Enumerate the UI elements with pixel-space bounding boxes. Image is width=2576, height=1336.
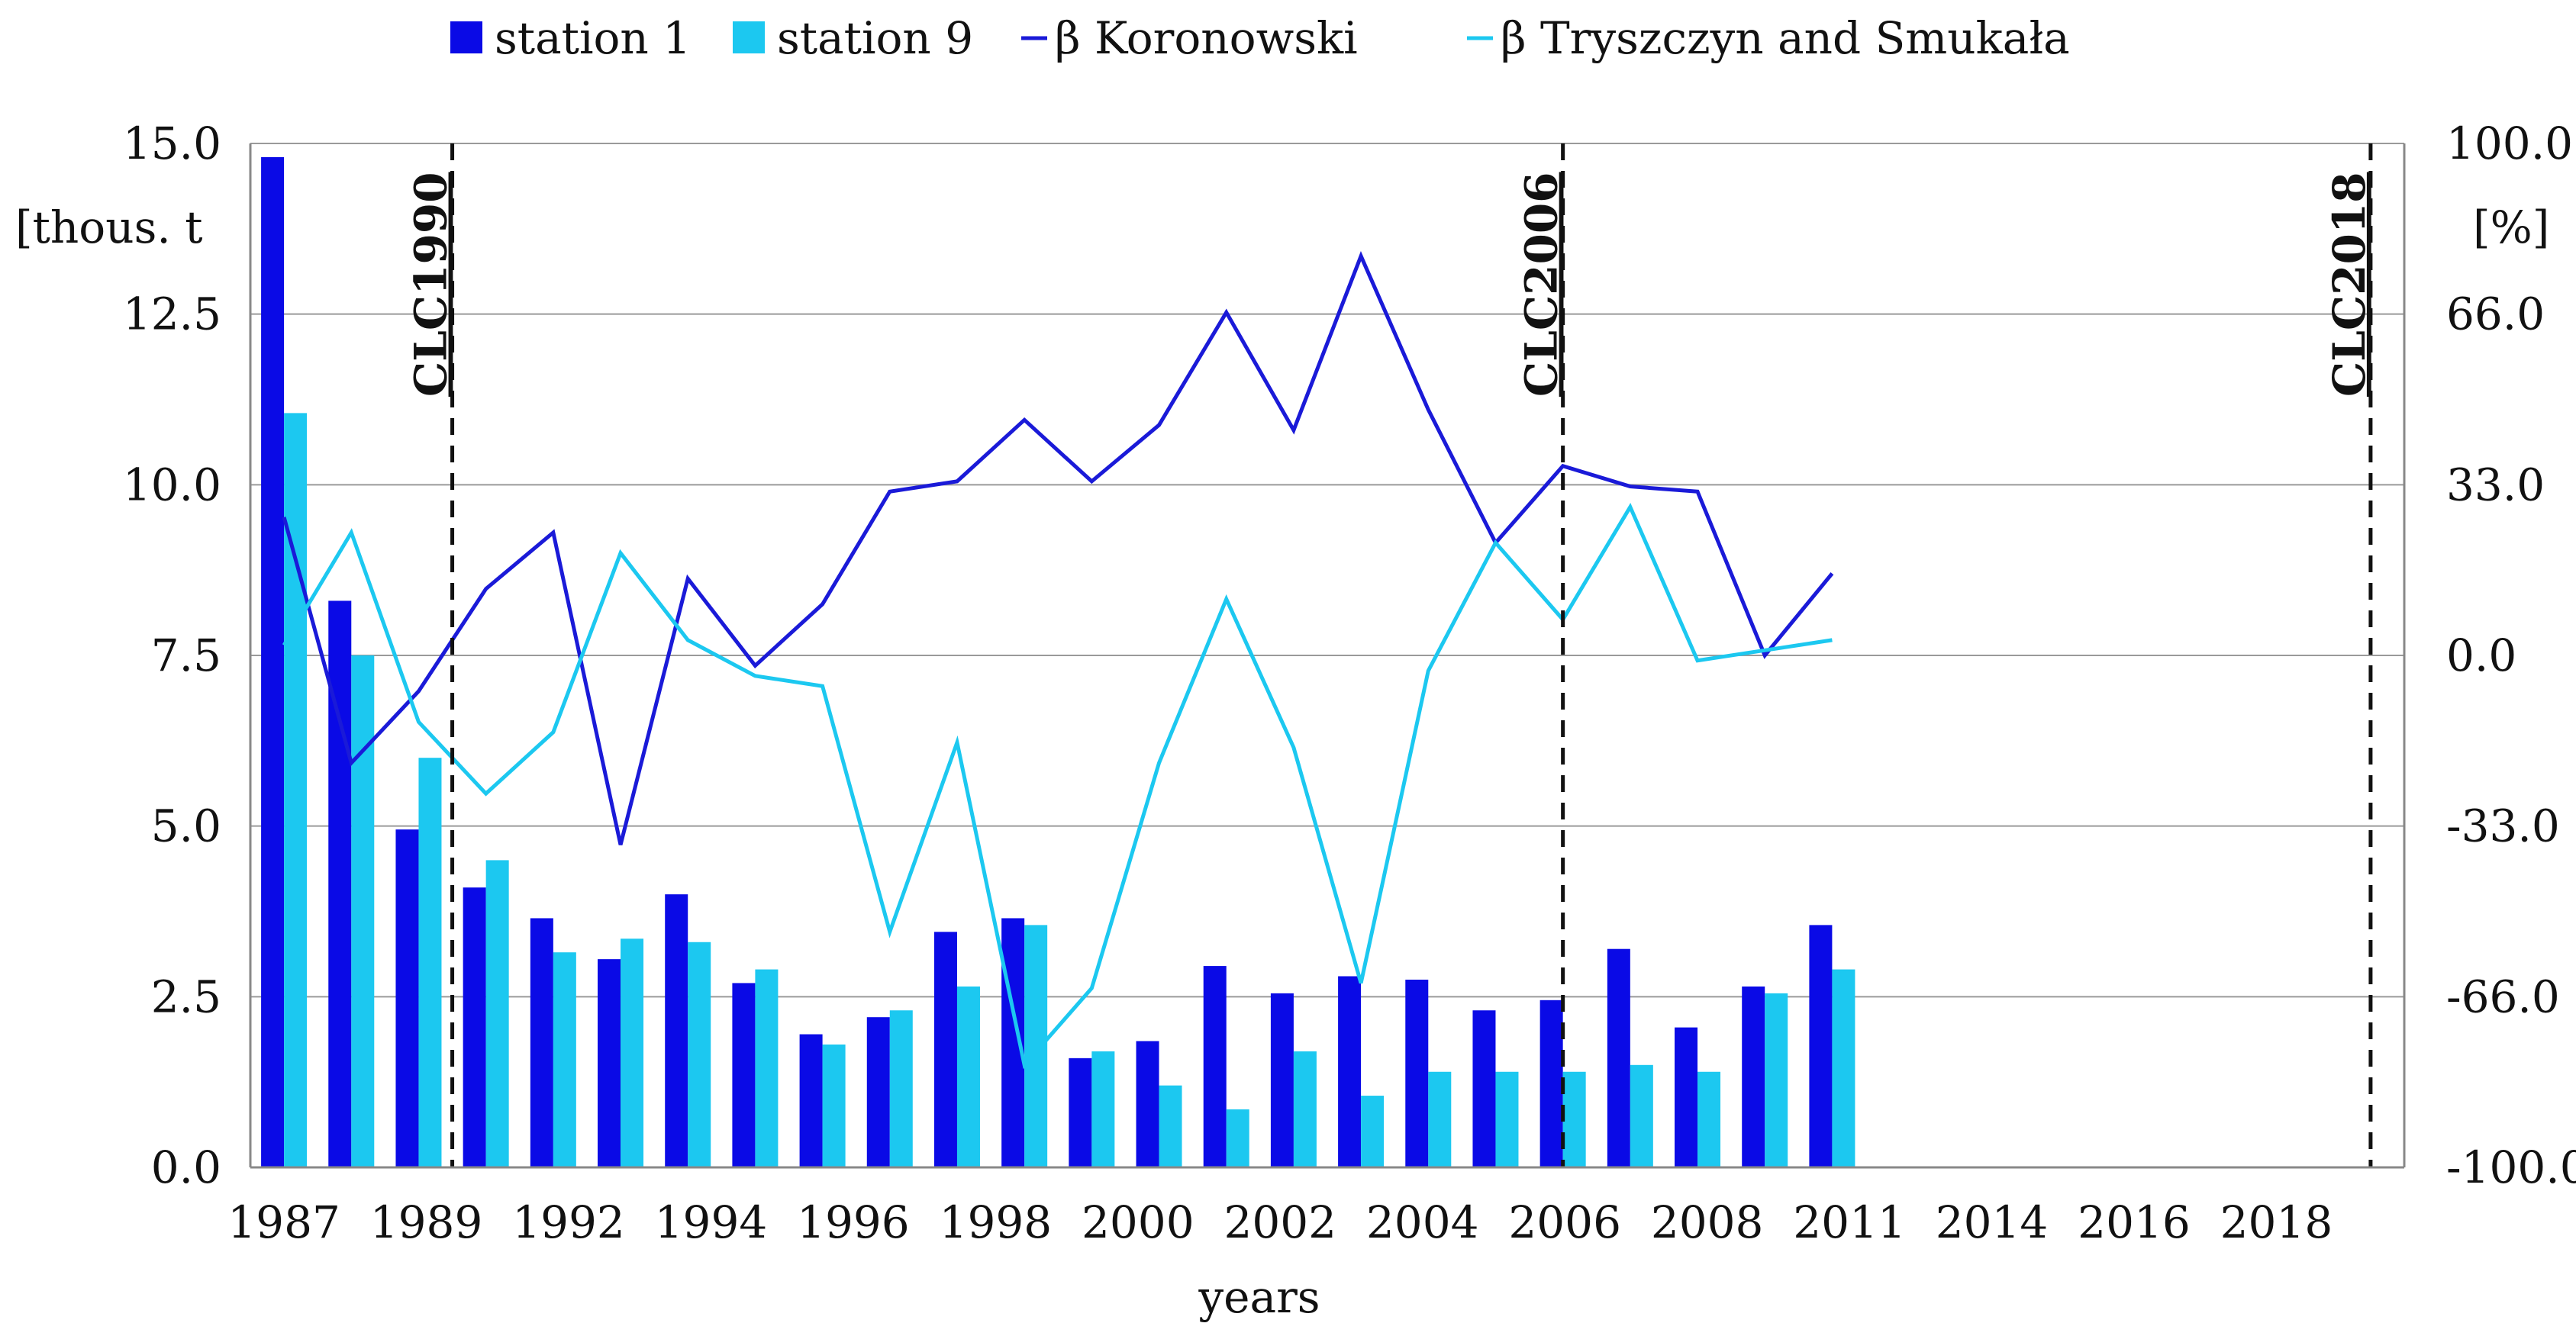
y-left-tick-label: 12.5 bbox=[123, 288, 221, 340]
y-right-tick-label: 100.0 bbox=[2446, 118, 2573, 169]
x-tick-label: 1989 bbox=[370, 1196, 483, 1248]
clc-marker-label: CLC1990 bbox=[405, 172, 457, 397]
y-right-axis-title: [%] bbox=[2473, 201, 2549, 253]
bar-station-9 bbox=[621, 938, 644, 1167]
y-left-axis-title: [thous. t bbox=[15, 201, 203, 253]
x-tick-label: 2008 bbox=[1651, 1196, 1764, 1248]
x-tick-label: 2014 bbox=[1936, 1196, 2049, 1248]
bar-station-1 bbox=[463, 887, 486, 1167]
x-tick-label: 1996 bbox=[797, 1196, 910, 1248]
bar-station-1 bbox=[933, 932, 957, 1167]
legend-label-station-9: station 9 bbox=[777, 12, 973, 64]
bar-station-1 bbox=[1472, 1010, 1496, 1167]
y-right-tick-label: 33.0 bbox=[2446, 459, 2545, 510]
y-right-tick-label: 66.0 bbox=[2446, 288, 2545, 340]
bar-station-9 bbox=[1159, 1085, 1182, 1167]
bar-station-9 bbox=[755, 969, 779, 1167]
x-tick-label: 1994 bbox=[655, 1196, 768, 1248]
series-line-koronowski bbox=[282, 251, 1834, 845]
bar-station-1 bbox=[598, 959, 621, 1167]
bar-station-9 bbox=[553, 952, 576, 1167]
legend: station 1 station 9 β Koronowski β Trysz… bbox=[450, 12, 2070, 64]
bar-station-1 bbox=[1742, 986, 1765, 1167]
clc-marker-label: CLC2006 bbox=[1516, 172, 1568, 397]
bar-station-1 bbox=[1405, 979, 1429, 1167]
x-tick-label: 2002 bbox=[1224, 1196, 1336, 1248]
bar-station-1 bbox=[1338, 976, 1362, 1167]
bar-station-9 bbox=[485, 860, 509, 1167]
y-right-tick-label: -66.0 bbox=[2446, 971, 2560, 1022]
bar-station-9 bbox=[1765, 993, 1788, 1167]
legend-label-koronowski: β Koronowski bbox=[1055, 12, 1358, 64]
gridlines bbox=[250, 143, 2404, 998]
bars bbox=[261, 156, 1855, 1168]
bar-station-9 bbox=[1832, 969, 1855, 1167]
bar-station-1 bbox=[1136, 1041, 1159, 1167]
bar-station-1 bbox=[1607, 948, 1630, 1167]
x-tick-label: 2018 bbox=[2220, 1196, 2333, 1248]
y-right-tick-label: -33.0 bbox=[2446, 800, 2560, 852]
x-tick-label: 2004 bbox=[1366, 1196, 1479, 1248]
x-tick-label: 1998 bbox=[940, 1196, 1053, 1248]
bar-station-9 bbox=[956, 986, 980, 1167]
bar-station-1 bbox=[1675, 1027, 1698, 1167]
bar-station-1 bbox=[866, 1017, 890, 1167]
y-left-tick-label: 7.5 bbox=[151, 629, 221, 681]
x-tick-label: 2000 bbox=[1082, 1196, 1195, 1248]
bar-station-1 bbox=[1203, 966, 1227, 1167]
bar-station-9 bbox=[1630, 1064, 1653, 1167]
clc-marker-label: CLC2018 bbox=[2323, 172, 2375, 397]
bar-station-1 bbox=[530, 918, 553, 1167]
axes: 15.0 100.0 12.5 66.0 10.0 33.0 7.5 0.0 5.0 -33.0 2… bbox=[123, 118, 2576, 1248]
bar-station-9 bbox=[1495, 1071, 1519, 1167]
bar-station-9 bbox=[822, 1044, 846, 1167]
y-left-tick-label: 15.0 bbox=[123, 118, 221, 169]
x-tick-label: 2006 bbox=[1508, 1196, 1621, 1248]
y-right-tick-label: 0.0 bbox=[2446, 629, 2516, 681]
bar-station-9 bbox=[284, 413, 308, 1167]
bar-station-1 bbox=[1069, 1058, 1092, 1167]
x-tick-label: 2011 bbox=[1793, 1196, 1906, 1248]
y-left-tick-label: 5.0 bbox=[151, 800, 221, 852]
x-tick-label: 1987 bbox=[227, 1196, 340, 1248]
legend-swatch-station-1 bbox=[450, 21, 482, 53]
bar-station-9 bbox=[1293, 1051, 1317, 1167]
bar-station-9 bbox=[1361, 1096, 1385, 1167]
y-right-tick-label: -100.0 bbox=[2446, 1141, 2576, 1193]
series-line-tryszczyn bbox=[282, 502, 1833, 1070]
bar-station-1 bbox=[1539, 1000, 1563, 1167]
x-axis-title: years bbox=[1198, 1271, 1320, 1323]
lines bbox=[282, 251, 1834, 1070]
bar-station-9 bbox=[1697, 1071, 1721, 1167]
x-tick-label: 1992 bbox=[512, 1196, 625, 1248]
bar-station-9 bbox=[688, 942, 711, 1167]
bar-station-9 bbox=[1024, 925, 1048, 1167]
bar-station-9 bbox=[1091, 1051, 1115, 1167]
x-tick-label: 2016 bbox=[2078, 1196, 2191, 1248]
bar-station-1 bbox=[732, 983, 756, 1167]
bar-station-1 bbox=[1809, 925, 1833, 1167]
y-left-tick-label: 10.0 bbox=[123, 459, 221, 510]
legend-label-station-1: station 1 bbox=[495, 12, 691, 64]
bar-station-9 bbox=[1562, 1071, 1586, 1167]
bar-station-1 bbox=[799, 1034, 823, 1167]
bar-station-9 bbox=[1428, 1071, 1452, 1167]
legend-swatch-station-9 bbox=[733, 21, 765, 53]
bar-station-1 bbox=[1270, 993, 1294, 1167]
y-left-tick-label: 0.0 bbox=[151, 1141, 221, 1193]
clc-markers: CLC1990 CLC2006 CLC2018 bbox=[405, 143, 2375, 1167]
bar-station-1 bbox=[261, 156, 285, 1168]
y-left-tick-label: 2.5 bbox=[151, 971, 221, 1022]
legend-label-tryszczyn: β Tryszczyn and Smukała bbox=[1501, 12, 2070, 64]
bar-station-1 bbox=[665, 894, 688, 1167]
bar-station-9 bbox=[418, 758, 442, 1167]
bar-station-9 bbox=[1226, 1109, 1249, 1167]
bar-station-1 bbox=[395, 829, 419, 1167]
bar-station-9 bbox=[351, 655, 375, 1167]
bar-station-9 bbox=[889, 1010, 913, 1167]
